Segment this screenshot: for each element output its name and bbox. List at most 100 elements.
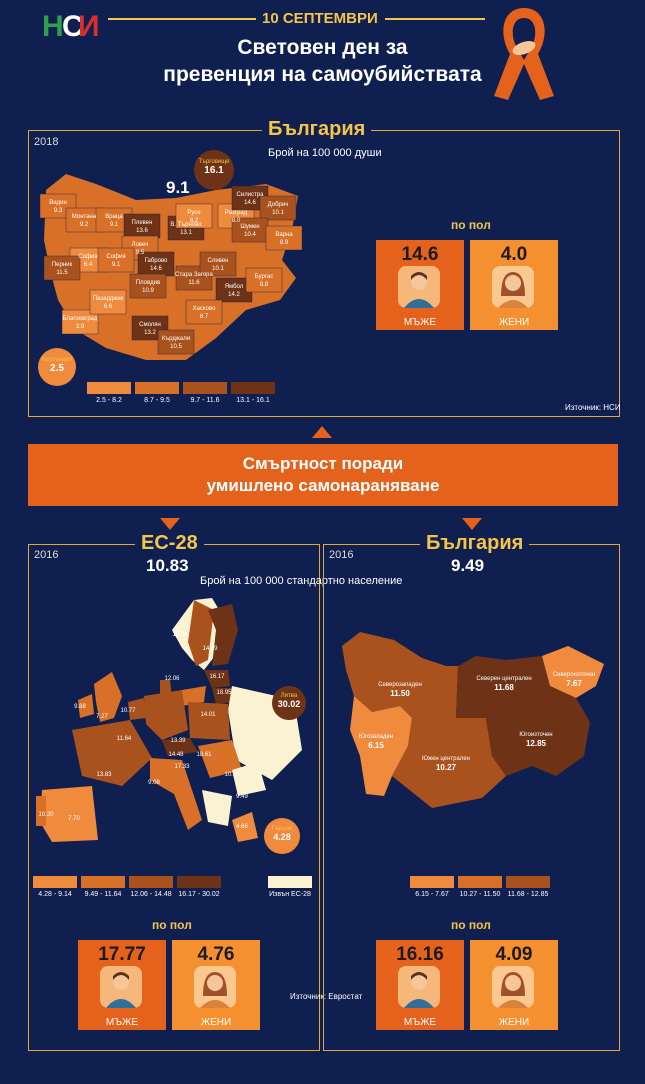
legend-label: 11.68 - 12.85 bbox=[507, 891, 549, 898]
top-female-card: 4.0 ЖЕНИ bbox=[470, 240, 558, 330]
region-name: В. Търново bbox=[170, 222, 202, 228]
greece-name: Гърция bbox=[271, 826, 293, 832]
arrow-down-left-icon bbox=[160, 518, 180, 530]
country-value: 4.66 bbox=[236, 824, 248, 830]
title-line1: Световен ден за bbox=[237, 36, 408, 59]
region-name: Североизточен bbox=[553, 672, 596, 678]
legend-swatch bbox=[33, 876, 77, 888]
svg-text:Н: Н bbox=[42, 10, 64, 43]
country-value: 18.61 bbox=[196, 752, 212, 758]
region-value: 14.2 bbox=[228, 292, 240, 298]
legend-label: 10.27 - 11.50 bbox=[459, 891, 501, 898]
region-name: Варна bbox=[275, 232, 293, 238]
eu-source: Източник: Евростат bbox=[290, 992, 363, 1001]
region-name: Южен централен bbox=[422, 756, 470, 762]
country-value: 7.27 bbox=[96, 714, 108, 720]
eu-year: 2016 bbox=[34, 549, 59, 561]
region-name: Монтана bbox=[72, 214, 97, 220]
region-area bbox=[97, 247, 135, 273]
country-value: 16.17 bbox=[209, 674, 225, 680]
lithuania-name: Литва bbox=[280, 693, 298, 699]
svg-text:И: И bbox=[78, 10, 98, 43]
legend-swatch bbox=[177, 876, 221, 888]
region-value: 14.6 bbox=[150, 266, 162, 272]
awareness-ribbon-icon bbox=[494, 8, 554, 100]
region-name: София bbox=[78, 254, 97, 260]
legend-label: 4.28 - 9.14 bbox=[38, 891, 72, 898]
region-value: 11.50 bbox=[390, 689, 410, 698]
top-section-title: България bbox=[262, 118, 372, 141]
top-year: 2018 bbox=[34, 136, 59, 148]
bg2016-section-title: България bbox=[420, 532, 530, 555]
country-value: 18.95 bbox=[216, 690, 232, 696]
region-value: 6.6 bbox=[104, 304, 113, 310]
kyustendil-name: Кюстендил bbox=[41, 357, 73, 363]
region-area bbox=[89, 289, 127, 315]
region-value: 11.5 bbox=[56, 270, 68, 276]
eu-female-card: 4.76 ЖЕНИ bbox=[172, 940, 260, 1030]
legend-label: 16.17 - 30.02 bbox=[178, 891, 220, 898]
region-name: Добрич bbox=[268, 202, 289, 208]
female-avatar-icon bbox=[492, 266, 534, 308]
region-value: 9.1 bbox=[110, 222, 119, 228]
top-female-value: 4.0 bbox=[500, 244, 528, 265]
region-area bbox=[199, 251, 237, 277]
banner-line1: Смъртност поради bbox=[242, 454, 404, 473]
region-area bbox=[185, 299, 223, 325]
region-area bbox=[231, 217, 269, 243]
top-female-label: ЖЕНИ bbox=[498, 317, 530, 328]
region-name: Югозападен bbox=[359, 734, 393, 740]
legend-swatch bbox=[183, 382, 227, 394]
male-avatar-icon bbox=[398, 266, 440, 308]
bg2016-female-card: 4.09 ЖЕНИ bbox=[470, 940, 558, 1030]
country-value: 13.39 bbox=[170, 738, 186, 744]
bg2016-female-label: ЖЕНИ bbox=[498, 1017, 530, 1028]
region-name: Русе bbox=[187, 210, 201, 216]
eu-section-title: ЕС-28 bbox=[135, 532, 204, 555]
region-name: Враца bbox=[105, 214, 123, 220]
region-name: Стара Загора bbox=[175, 272, 213, 278]
eu-female-value: 4.76 bbox=[197, 944, 235, 965]
region-area bbox=[43, 255, 81, 281]
date: 10 СЕПТЕМВРИ bbox=[262, 10, 378, 27]
region-value: 8.7 bbox=[200, 314, 209, 320]
region-name: Габрово bbox=[145, 258, 168, 264]
mortality-banner: Смъртност поради умишлено самонараняване bbox=[28, 444, 618, 506]
targovishte-callout: Търговище 16.1 bbox=[194, 150, 234, 190]
male-avatar-icon bbox=[100, 966, 142, 1008]
region-value: 9.1 bbox=[112, 262, 121, 268]
country-value: 9.88 bbox=[74, 704, 86, 710]
country-value: 14.01 bbox=[200, 712, 216, 718]
country-value: 7.70 bbox=[68, 816, 80, 822]
outside-eu-swatch bbox=[268, 876, 312, 888]
region-area bbox=[245, 267, 283, 293]
region-value: 13.1 bbox=[180, 230, 192, 236]
legend-label: 9.49 - 11.64 bbox=[84, 891, 122, 898]
region-area bbox=[137, 251, 175, 277]
legend-label: 6.15 - 7.67 bbox=[415, 891, 449, 898]
eu-sex-header: по пол bbox=[152, 918, 192, 932]
legend-swatch bbox=[458, 876, 502, 888]
country-value: 9.49 bbox=[236, 794, 248, 800]
bulgaria-map-2018: Видин 9.3 Монтана 9.2 Враца 9.1 Плевен 13.6 Лове… bbox=[39, 174, 303, 360]
top-male-card: 14.6 МЪЖЕ bbox=[376, 240, 464, 330]
bg2016-total: 9.49 bbox=[451, 556, 485, 575]
country-value: 10.96 bbox=[224, 772, 240, 778]
legend-swatch bbox=[506, 876, 550, 888]
targovishte-value: 16.1 bbox=[204, 165, 224, 176]
top-subtitle: Брой на 100 000 души bbox=[268, 147, 382, 159]
country-value: 14.09 bbox=[202, 646, 218, 652]
top-sex-header: по пол bbox=[451, 218, 491, 232]
region-area bbox=[123, 213, 161, 239]
arrow-up-icon bbox=[312, 426, 332, 438]
targovishte-name: Търговище bbox=[198, 159, 230, 165]
eu-female-label: ЖЕНИ bbox=[200, 1017, 232, 1028]
region-value: 10.5 bbox=[170, 344, 182, 350]
region-value: 9.5 bbox=[136, 250, 145, 256]
region-name: Кърджали bbox=[162, 336, 190, 342]
region-value: 6.4 bbox=[84, 262, 93, 268]
lithuania-callout: Литва 30.02 bbox=[272, 686, 306, 720]
legend-label: 13.1 - 16.1 bbox=[236, 397, 270, 404]
region-name: Пазарджик bbox=[93, 296, 124, 302]
banner-line2: умишлено самонараняване bbox=[206, 476, 440, 495]
